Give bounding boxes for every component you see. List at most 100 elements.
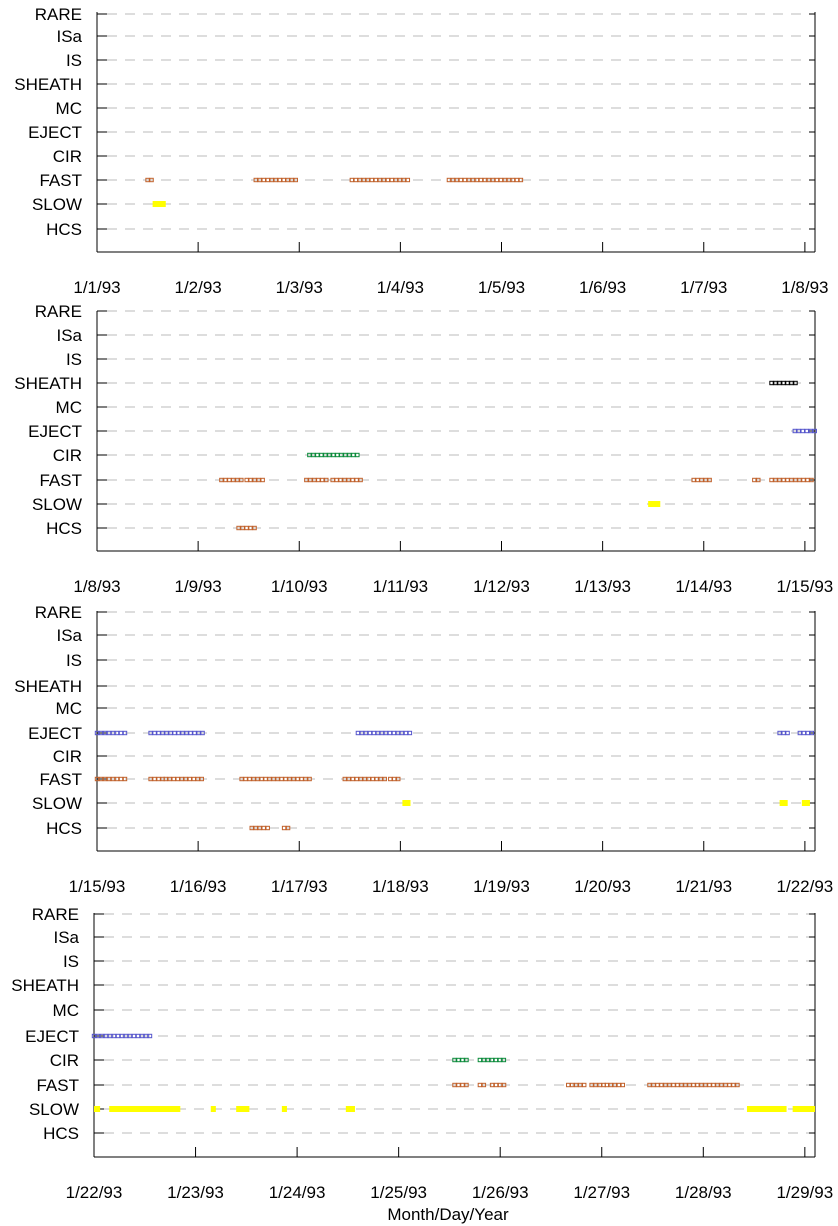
data-point-eject	[200, 730, 205, 736]
data-point-fast	[370, 776, 375, 782]
data-point-fast	[156, 776, 161, 782]
data-point-fast	[252, 477, 257, 483]
data-point-fast	[695, 1082, 700, 1088]
data-point-fast	[397, 177, 403, 183]
series-slow	[402, 800, 810, 806]
data-point-fast	[454, 177, 460, 183]
y-label-isa: ISa	[56, 27, 82, 46]
data-point-fast	[148, 776, 153, 782]
data-point-eject	[379, 730, 385, 736]
data-point-eject	[800, 428, 805, 434]
data-point-fast	[243, 776, 248, 782]
data-point-fast	[691, 477, 696, 483]
data-point-fast	[651, 1082, 656, 1088]
y-label-mc: MC	[56, 699, 82, 718]
data-point-fast	[597, 1082, 602, 1088]
data-point-fast	[195, 776, 200, 782]
data-point-eject	[102, 730, 108, 736]
data-point-cir	[335, 452, 340, 458]
x-tick-label: 1/8/93	[781, 278, 828, 297]
data-point-fast	[683, 1082, 688, 1088]
data-point-fast	[149, 177, 154, 183]
y-label-eject: EJECT	[28, 123, 82, 142]
data-point-fast	[271, 776, 276, 782]
data-point-eject	[99, 1033, 105, 1039]
data-point-fast	[295, 776, 300, 782]
data-point-fast	[122, 776, 128, 782]
data-point-fast	[338, 477, 343, 483]
data-point-fast	[285, 177, 290, 183]
data-point-hcs	[236, 525, 241, 531]
data-point-eject	[119, 1033, 125, 1039]
data-point-fast	[167, 776, 172, 782]
x-tick-label: 1/15/93	[69, 877, 126, 896]
data-point-fast	[647, 1082, 652, 1088]
data-point-fast	[303, 776, 308, 782]
x-tick-label: 1/16/93	[170, 877, 227, 896]
y-label-fast: FAST	[39, 770, 82, 789]
data-point-eject	[804, 428, 809, 434]
data-point-hcs	[285, 825, 291, 831]
data-point-fast	[256, 477, 261, 483]
data-point-fast	[719, 1082, 724, 1088]
data-point-fast	[342, 776, 347, 782]
data-point-eject	[391, 730, 397, 736]
data-point-cir	[327, 452, 332, 458]
data-point-fast	[385, 177, 391, 183]
data-point-eject	[383, 730, 389, 736]
data-point-sheath	[781, 380, 786, 386]
y-label-cir: CIR	[53, 446, 82, 465]
data-point-fast	[381, 177, 387, 183]
data-point-fast	[199, 776, 204, 782]
data-point-fast	[257, 177, 262, 183]
data-point-eject	[792, 428, 797, 434]
data-point-fast	[287, 776, 292, 782]
data-point-eject	[148, 730, 153, 736]
data-point-fast	[346, 477, 351, 483]
data-point-eject	[355, 730, 361, 736]
data-point-fast	[711, 1082, 716, 1088]
series-slow	[648, 501, 661, 507]
data-point-fast	[655, 1082, 660, 1088]
data-point-fast	[350, 477, 355, 483]
x-tick-label: 1/4/93	[377, 278, 424, 297]
data-point-fast	[316, 477, 321, 483]
data-point-fast	[715, 1082, 720, 1088]
y-label-hcs: HCS	[46, 819, 82, 838]
data-point-eject	[801, 730, 807, 736]
data-point-fast	[102, 776, 108, 782]
y-label-sheath: SHEATH	[11, 976, 79, 995]
data-point-cir	[343, 452, 348, 458]
data-point-fast	[659, 1082, 664, 1088]
data-point-eject	[103, 1033, 109, 1039]
data-point-fast	[671, 1082, 676, 1088]
x-tick-label: 1/28/93	[675, 1183, 732, 1202]
data-point-hcs	[281, 825, 287, 831]
x-tick-label: 1/24/93	[269, 1183, 326, 1202]
data-point-fast	[330, 477, 335, 483]
y-label-isa: ISa	[56, 626, 82, 645]
data-point-fast	[489, 1082, 495, 1088]
data-point-fast	[582, 1082, 587, 1088]
data-point-eject	[176, 730, 181, 736]
data-bar-slow	[746, 1106, 787, 1112]
x-tick-label: 1/19/93	[473, 877, 530, 896]
data-point-hcs	[265, 825, 270, 831]
data-point-eject	[781, 730, 786, 736]
data-bar-slow	[210, 1106, 216, 1112]
x-tick-label: 1/22/93	[66, 1183, 123, 1202]
x-tick-label: 1/10/93	[271, 577, 328, 596]
data-point-fast	[253, 177, 258, 183]
data-point-fast	[354, 776, 359, 782]
data-point-eject	[95, 1033, 101, 1039]
data-point-fast	[320, 477, 325, 483]
data-point-fast	[464, 1082, 469, 1088]
data-bar-slow	[281, 1106, 287, 1112]
data-point-eject	[375, 730, 381, 736]
data-point-fast	[490, 177, 496, 183]
y-label-rare: RARE	[32, 905, 79, 924]
data-point-hcs	[257, 825, 262, 831]
x-tick-label: 1/17/93	[271, 877, 328, 896]
data-point-fast	[366, 776, 371, 782]
series-sheath	[769, 380, 798, 386]
